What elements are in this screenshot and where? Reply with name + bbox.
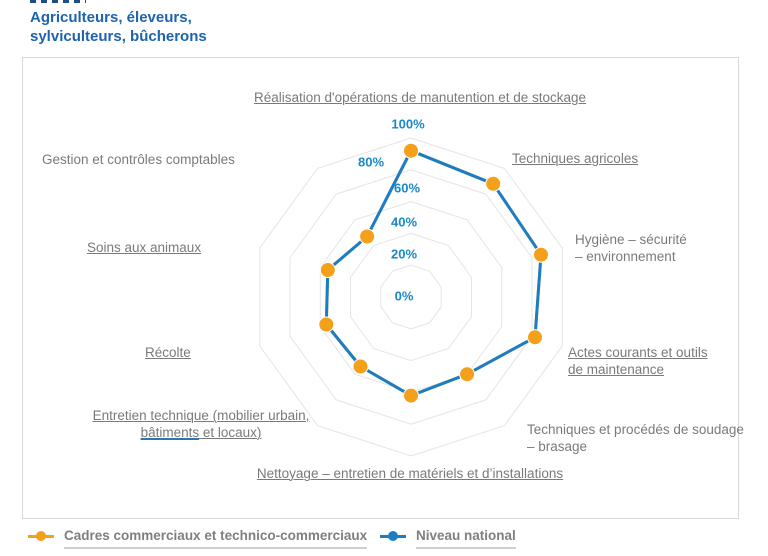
legend-item-cadres[interactable]: Cadres commerciaux et technico-commercia… [28,528,368,549]
axis-label-text: bâtiments et locaux) [65,424,337,441]
axis-label-text: Entretien technique (mobilier urbain, [92,408,310,423]
radial-tick-40: 40% [390,214,418,230]
axis-label-text: – environnement [575,249,676,264]
axis-label-text: Actes courants et outils [568,345,708,360]
axis-label-word-batiments: bâtiments [140,425,200,440]
radial-tick-80: 80% [357,154,385,170]
axis-label-text: Récolte [145,345,191,360]
page-title-line1: Agriculteurs, éleveurs, [30,9,192,26]
radial-tick-0: 0% [394,288,414,304]
page-title-line2: sylviculteurs, bûcherons [30,28,207,45]
legend-marker-icon [388,531,398,541]
axis-label-entretien[interactable]: Entretien technique (mobilier urbain, bâ… [65,407,337,441]
axis-label-gestion: Gestion et contrôles comptables [42,151,235,168]
axis-label-text: de maintenance [568,362,665,377]
axis-label-text: Soins aux animaux [87,240,202,255]
axis-label-text: Techniques et procédés de soudage [527,422,744,437]
legend-label: Niveau national [416,528,516,549]
radial-tick-100: 100% [391,116,425,132]
axis-label-techniques-agricoles[interactable]: Techniques agricoles [512,150,638,167]
axis-label-realisation[interactable]: Réalisation d'opérations de manutention … [120,89,720,106]
legend-marker-icon [36,531,46,541]
axis-label-soudage: Techniques et procédés de soudage – bras… [527,421,744,455]
page-title: Agriculteurs, éleveurs, sylviculteurs, b… [30,8,207,46]
axis-label-text: Techniques agricoles [512,151,639,166]
axis-label-text: Réalisation d'opérations de manutention … [253,90,587,105]
axis-label-text: Nettoyage – entretien de matériels et d’… [256,466,564,481]
axis-label-soins[interactable]: Soins aux animaux [87,239,201,256]
axis-label-text: – brasage [527,439,588,454]
axis-label-recolte[interactable]: Récolte [145,344,191,361]
clipped-text-fragment [30,0,86,3]
radial-tick-60: 60% [393,180,421,196]
legend-swatch-blue [380,531,406,541]
legend-label: Cadres commerciaux et technico-commercia… [64,528,368,549]
axis-label-text: Hygiène – sécurité [575,232,687,247]
axis-label-hygiene: Hygiène – sécurité – environnement [575,231,687,265]
axis-label-text: Gestion et contrôles comptables [42,152,235,167]
legend-item-niveau-national[interactable]: Niveau national [380,528,516,549]
axis-label-actes[interactable]: Actes courants et outils de maintenance [568,344,708,378]
legend-swatch-orange [28,531,54,541]
radial-tick-20: 20% [390,246,418,262]
axis-label-nettoyage[interactable]: Nettoyage – entretien de matériels et d’… [110,465,710,482]
axis-label-text: et locaux) [199,425,262,440]
